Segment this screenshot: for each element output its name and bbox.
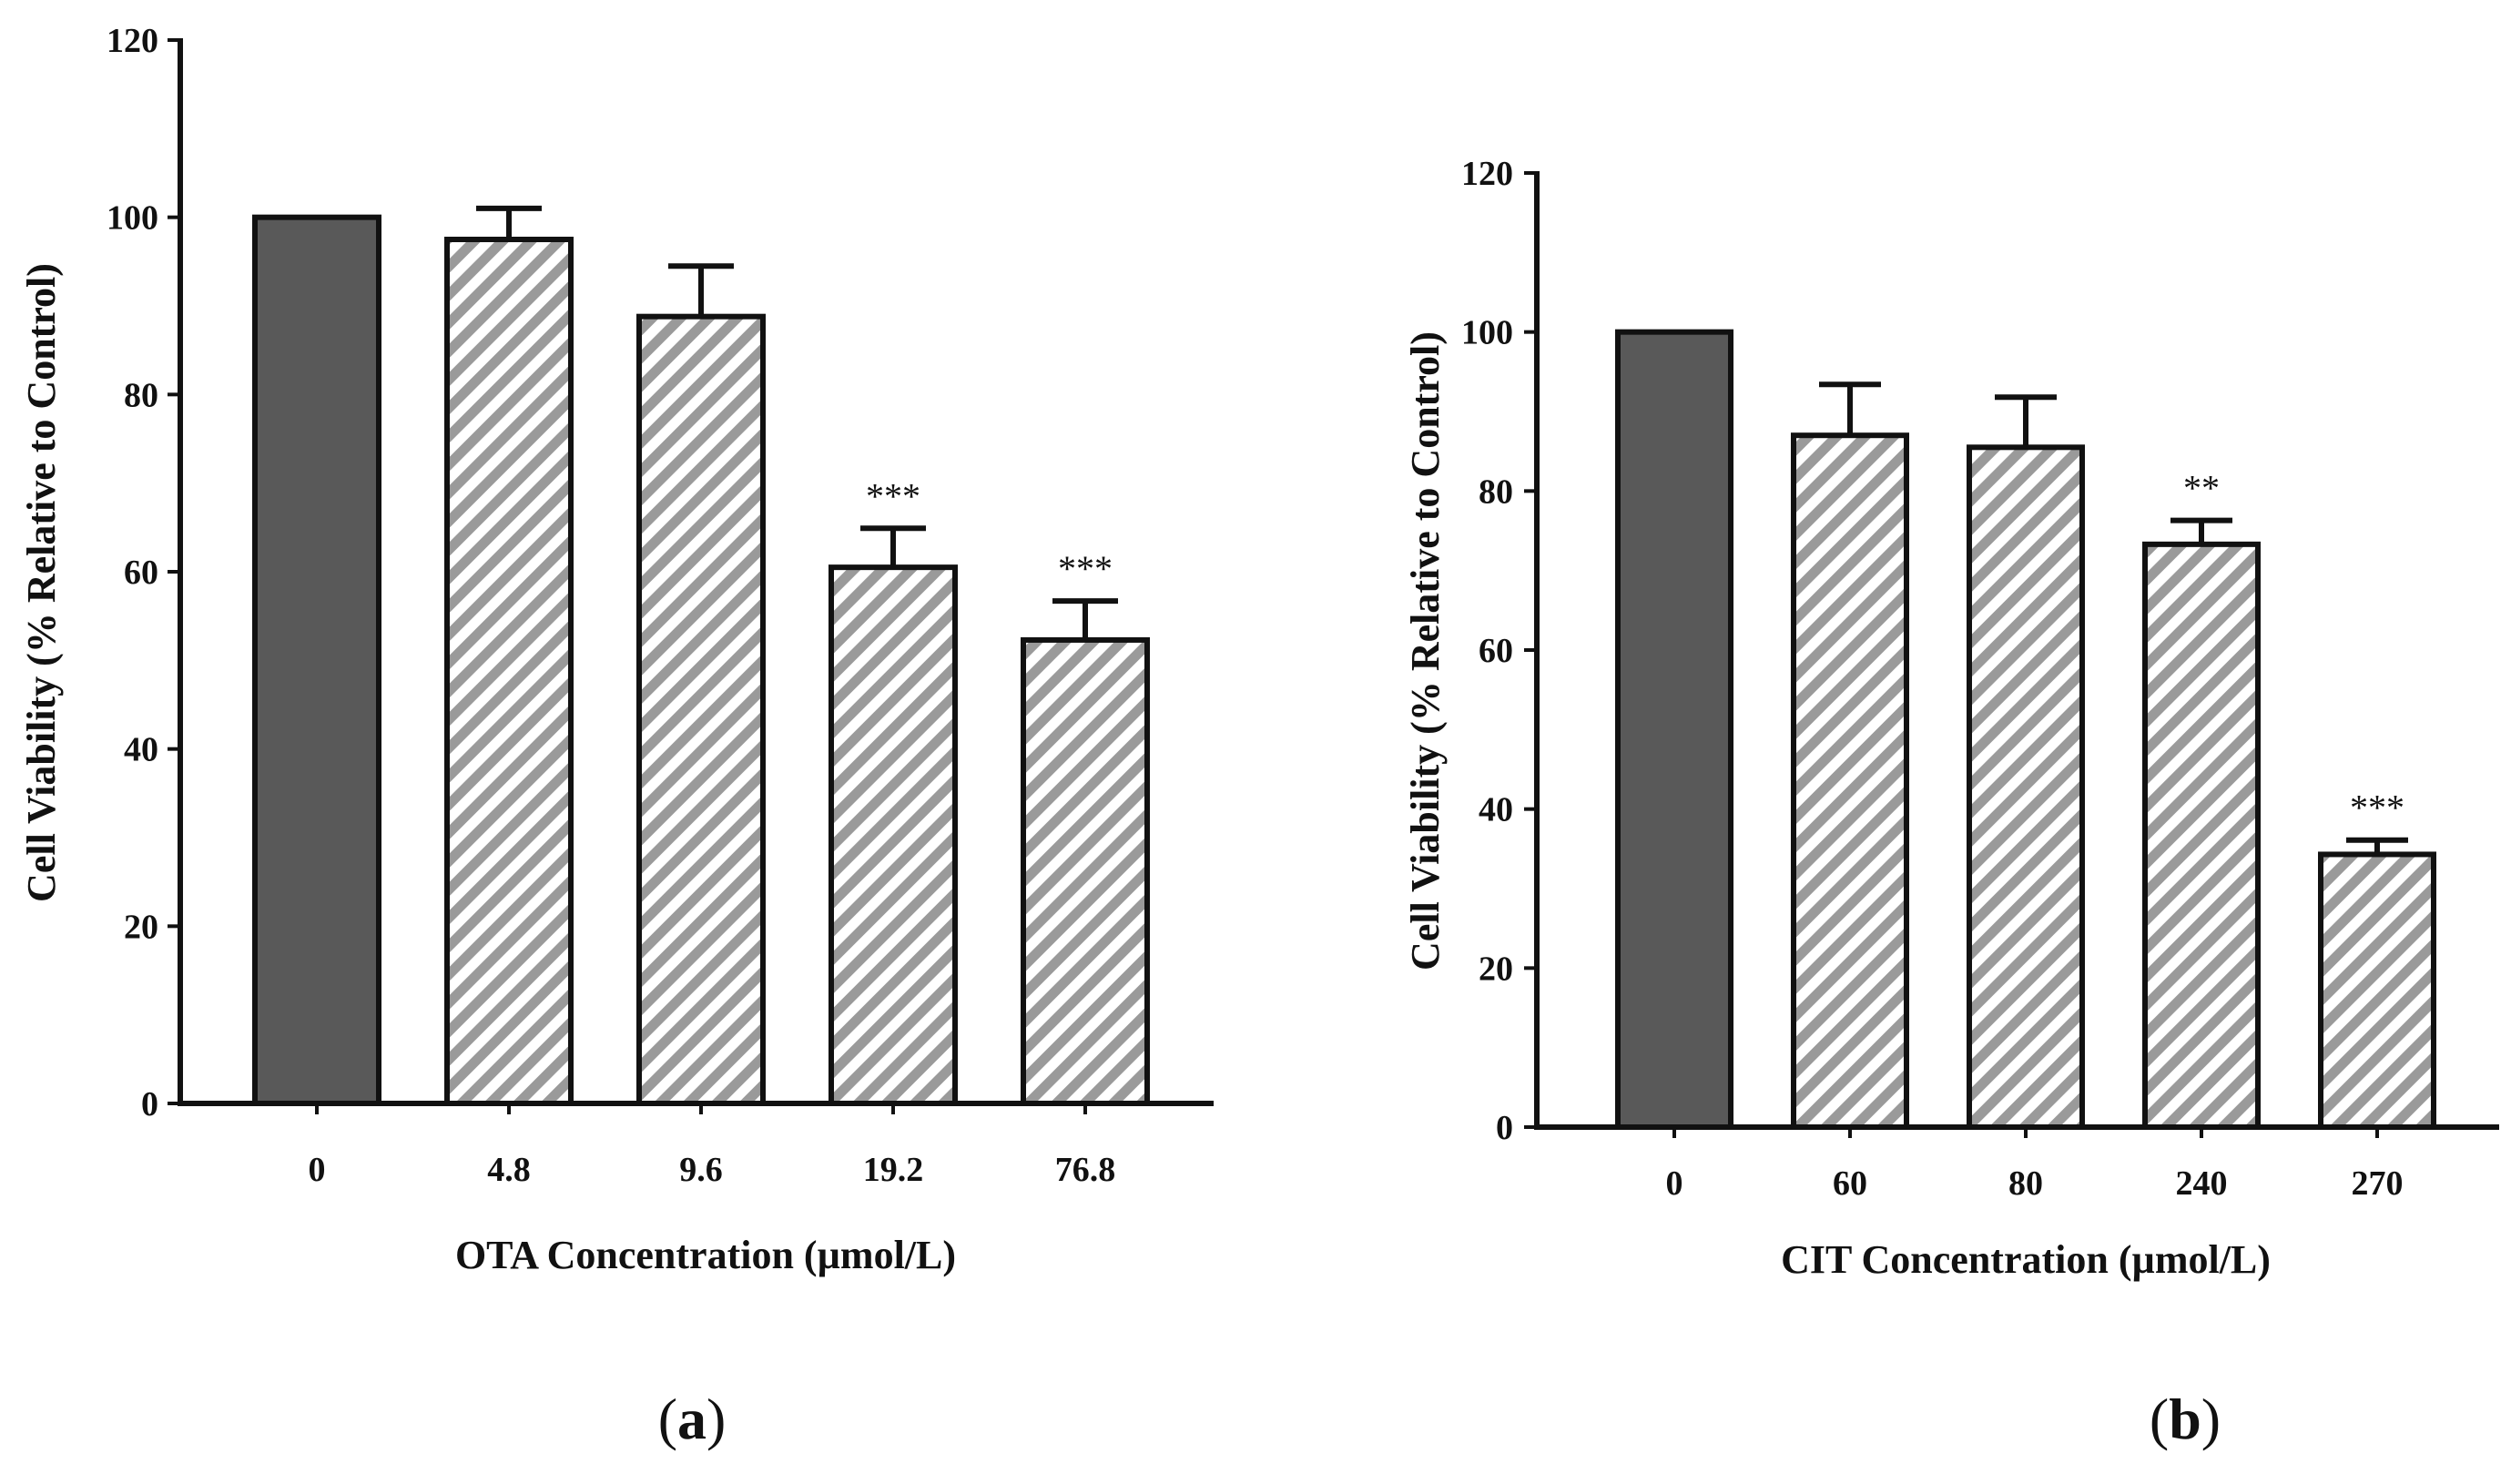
y-tick-label-a-0: 0: [141, 1085, 158, 1123]
y-axis-title-a: Cell Viability (% Relative to Control): [19, 263, 64, 902]
bar-a-2: [636, 313, 766, 1106]
chart-panel-b: Cell Viability (% Relative to Control) C…: [1403, 155, 2499, 1451]
y-tick-label-b-5: 100: [1461, 314, 1513, 352]
x-tick-label-b-0: 0: [1666, 1164, 1683, 1203]
y-tick-label-a-1: 20: [124, 908, 158, 946]
x-tick-label-b-1: 60: [1833, 1164, 1867, 1203]
significance-label-a-3: ***: [866, 475, 920, 516]
panel-label-b-letter: b: [2169, 1387, 2201, 1451]
x-tick-label-a-3: 19.2: [863, 1151, 924, 1189]
chart-panel-a: Cell Viability (% Relative to Control) O…: [19, 22, 1214, 1451]
x-tick-label-b-4: 270: [2352, 1164, 2404, 1203]
significance-label-b-4: ***: [2350, 788, 2404, 828]
y-tick-label-a-4: 80: [124, 376, 158, 414]
x-tick-label-b-2: 80: [2008, 1164, 2043, 1203]
x-tick-label-a-4: 76.8: [1055, 1151, 1116, 1189]
significance-label-b-3: **: [2183, 468, 2220, 509]
y-tick-label-a-5: 100: [107, 199, 158, 238]
x-tick-label-a-0: 0: [309, 1151, 326, 1189]
x-tick-label-a-1: 4.8: [487, 1151, 531, 1189]
x-tick-label-b-3: 240: [2176, 1164, 2228, 1203]
significance-label-a-4: ***: [1058, 548, 1113, 589]
bar-b-1: [1791, 432, 1909, 1130]
y-tick-label-b-1: 20: [1479, 950, 1513, 988]
bar-a-0: [252, 214, 381, 1106]
x-axis-title-b: CIT Concentration (µmol/L): [1781, 1237, 2271, 1282]
bar-b-0: [1615, 329, 1733, 1130]
y-tick-label-b-0: 0: [1496, 1109, 1513, 1147]
y-axis-title-b: Cell Viability (% Relative to Control): [1403, 331, 1448, 971]
bar-b-3: [2142, 541, 2261, 1130]
y-tick-label-b-2: 40: [1479, 791, 1513, 829]
bar-a-4: [1021, 636, 1150, 1106]
y-tick-label-a-6: 120: [107, 22, 158, 60]
y-tick-label-a-3: 60: [124, 554, 158, 592]
x-tick-label-a-2: 9.6: [679, 1151, 723, 1189]
y-tick-label-b-4: 80: [1479, 473, 1513, 511]
bar-a-1: [444, 237, 574, 1106]
x-axis-title-a: OTA Concentration (µmol/L): [455, 1233, 956, 1277]
bar-b-2: [1967, 444, 2085, 1130]
bar-a-3: [829, 564, 958, 1106]
y-tick-label-a-2: 40: [124, 731, 158, 769]
bar-b-4: [2318, 851, 2436, 1130]
panel-label-a-letter: a: [677, 1387, 707, 1451]
panel-label-b: (b): [2150, 1387, 2221, 1451]
y-tick-label-b-3: 60: [1479, 632, 1513, 670]
y-tick-label-b-6: 120: [1461, 155, 1513, 193]
panel-label-a: (a): [658, 1387, 727, 1451]
